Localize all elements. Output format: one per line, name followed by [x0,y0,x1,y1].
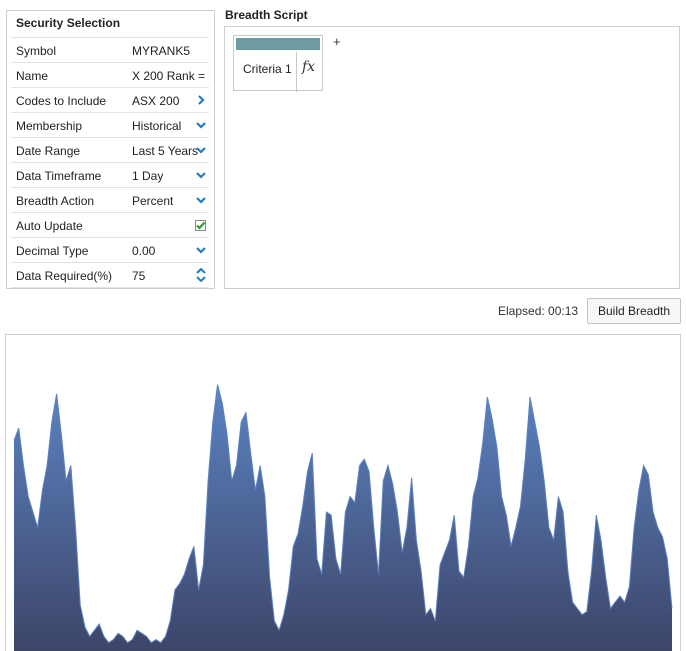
property-label: Symbol [16,44,57,58]
security-selection-title: Security Selection [16,16,121,30]
chevron-down-icon[interactable] [195,119,207,131]
property-label: Decimal Type [16,244,89,258]
property-label: Membership [16,119,83,133]
chevron-right-icon[interactable] [195,94,207,106]
property-row-decimal-type[interactable]: Decimal Type 0.00 [11,238,209,263]
spinner-icon[interactable] [195,267,207,283]
breadth-area-chart [13,384,673,651]
criteria-header-bar [236,38,320,50]
property-row-date-range[interactable]: Date Range Last 5 Years [11,138,209,163]
property-label: Codes to Include [16,94,107,108]
property-row-codes-to-include[interactable]: Codes to Include ASX 200 [11,88,209,113]
property-value[interactable]: Historical [132,119,182,133]
criteria-divider [296,52,297,92]
property-value[interactable]: 0.00 [132,244,156,258]
chevron-down-icon[interactable] [195,194,207,206]
breadth-area-series [14,384,672,651]
criteria-label: Criteria 1 [243,62,292,76]
property-value: X 200 Rank = 5 [132,69,209,83]
property-label: Auto Update [16,219,83,233]
formula-fx-icon[interactable]: fx [302,59,316,75]
property-value[interactable]: 75 [132,269,146,283]
property-label: Date Range [16,144,81,158]
security-selection-panel: Security Selection Symbol MYRANK5 Name X 20… [6,10,215,289]
property-row-data-required[interactable]: Data Required(%) 75 [11,263,209,288]
property-row-breadth-action[interactable]: Breadth Action Percent [11,188,209,213]
property-label: Data Required(%) [16,269,113,283]
breadth-script-title: Breadth Script [225,8,308,22]
breadth-series-line [13,384,673,644]
property-value[interactable]: ASX 200 [132,94,180,108]
property-value: MYRANK5 [132,44,191,58]
property-label: Data Timeframe [16,169,102,183]
property-value[interactable]: 1 Day [132,169,164,183]
property-row-symbol: Symbol MYRANK5 [11,38,209,63]
breadth-chart-panel [5,334,681,651]
checkbox-checked-icon[interactable] [195,220,206,231]
property-row-data-timeframe[interactable]: Data Timeframe 1 Day [11,163,209,188]
property-row-name: Name X 200 Rank = 5 [11,63,209,88]
chevron-down-icon[interactable] [195,169,207,181]
property-value[interactable]: Last 5 Years [132,144,199,158]
property-label: Name [16,69,49,83]
elapsed-time: Elapsed: 00:13 [498,304,579,318]
build-breadth-button[interactable]: Build Breadth [587,298,681,324]
chevron-down-icon[interactable] [195,244,207,256]
add-criteria-button[interactable]: + [333,34,341,49]
chevron-down-icon[interactable] [195,144,207,156]
property-label: Breadth Action [16,194,95,208]
criteria-card[interactable]: Criteria 1 fx [233,35,323,92]
property-row-membership[interactable]: Membership Historical [11,113,209,138]
property-value[interactable]: Percent [132,194,174,208]
header-divider [11,37,209,38]
breadth-script-panel: Criteria 1 fx + [224,26,680,289]
property-row-auto-update[interactable]: Auto Update [11,213,209,238]
